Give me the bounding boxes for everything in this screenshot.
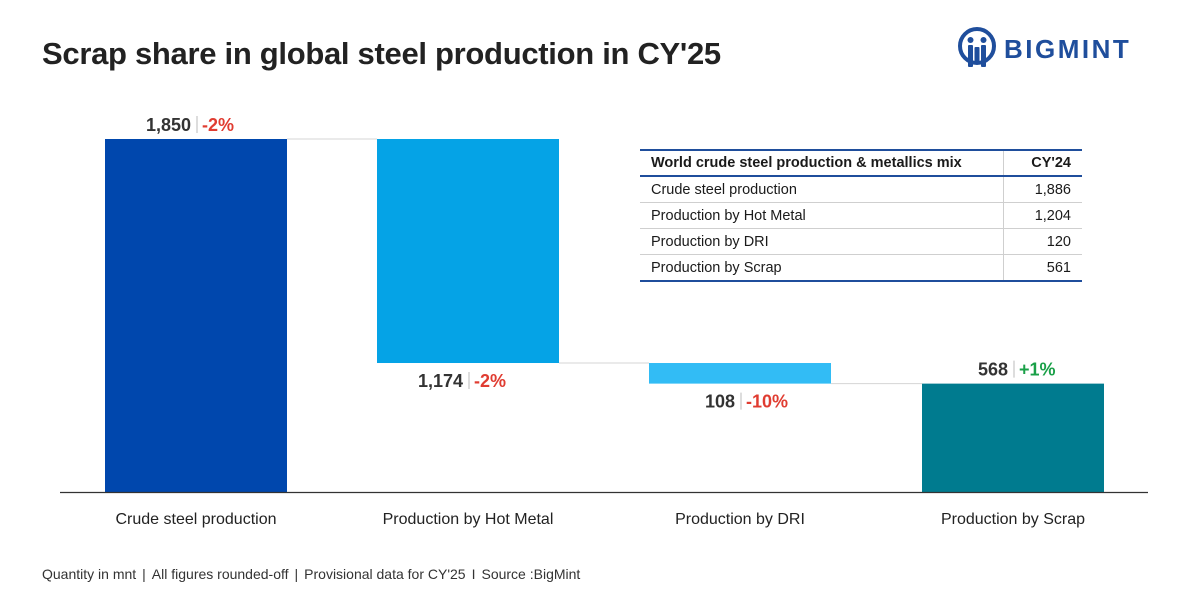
table-row: Crude steel production 1,886 (640, 176, 1082, 203)
bar-production-by-hot-metal (377, 139, 559, 364)
bar-production-by-dri (649, 363, 831, 384)
table-row: Production by DRI 120 (640, 228, 1082, 255)
table-row: Production by Scrap 561 (640, 254, 1082, 282)
category-label: Production by Scrap (941, 511, 1085, 528)
table-cell-value: 120 (1003, 228, 1082, 255)
table-header-year: CY'24 (1003, 149, 1082, 177)
bigmint-logo-icon (958, 27, 996, 67)
category-label: Crude steel production (116, 511, 277, 528)
table-cell-label: Production by Hot Metal (640, 202, 1004, 229)
table-cell-value: 1,886 (1003, 176, 1082, 203)
metallics-mix-table: World crude steel production & metallics… (640, 149, 1082, 282)
category-label: Production by Hot Metal (383, 511, 554, 528)
table-header-row: World crude steel production & metallics… (640, 149, 1082, 177)
bigmint-logo: BIGMINT (958, 27, 1131, 71)
footer-rounding: All figures rounded-off (151, 566, 289, 582)
footer-note: Quantity in mnt | All figures rounded-off |… (42, 566, 581, 582)
table-cell-value: 561 (1003, 254, 1082, 282)
data-label-change: -10% (746, 392, 788, 412)
table-cell-label: Crude steel production (640, 176, 1004, 203)
data-label-change: -2% (202, 115, 234, 135)
footer-unit: Quantity in mnt (42, 566, 137, 582)
data-label-change: +1% (1019, 360, 1056, 380)
bar-crude-steel-production (105, 139, 287, 492)
table-header-description: World crude steel production & metallics… (640, 149, 1004, 177)
data-label-value: 108 (705, 392, 735, 412)
table-cell-label: Production by Scrap (640, 254, 1004, 282)
data-label-value: 1,850 (146, 115, 191, 135)
chart-title: Scrap share in global steel production i… (42, 36, 721, 71)
data-label-value: 1,174 (418, 371, 463, 391)
table-cell-value: 1,204 (1003, 202, 1082, 229)
category-label: Production by DRI (675, 511, 805, 528)
footer-provisional: Provisional data for CY'25 (304, 566, 466, 582)
bar-production-by-scrap (922, 383, 1104, 492)
table-cell-label: Production by DRI (640, 228, 1004, 255)
table-row: Production by Hot Metal 1,204 (640, 202, 1082, 229)
data-label-value: 568 (978, 360, 1008, 380)
footer-source: Source :BigMint (481, 566, 581, 582)
logo-text: BIGMINT (1004, 33, 1132, 64)
data-label-change: -2% (474, 371, 506, 391)
